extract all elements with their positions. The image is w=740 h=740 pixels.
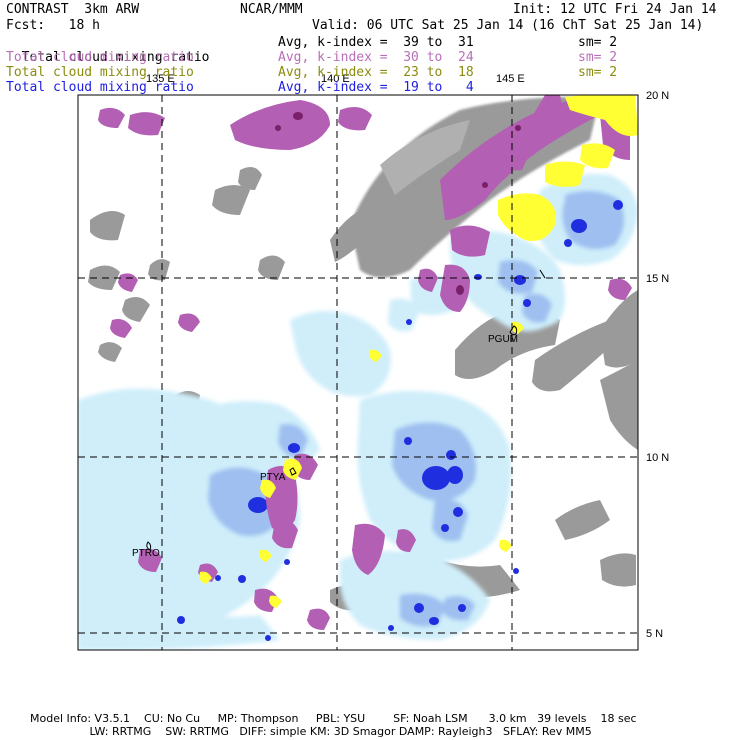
station-ptya: PTYA: [260, 472, 286, 483]
legend-range-2: Avg, k-index = 30 to 24: [278, 50, 474, 65]
legend-label-1: Total cloud mixing ratio: [21, 50, 210, 65]
legend-row-1: Total cloud mixing ratio: [6, 35, 210, 65]
lon-label-145e: 145 E: [496, 73, 525, 85]
lat-label-5n: 5 N: [646, 628, 663, 640]
dark-purple-core-layer: [275, 112, 521, 295]
station-ptro: PTRO: [132, 548, 160, 559]
legend-range-4: Avg, k-index = 19 to 4: [278, 80, 474, 95]
valid-time: Valid: 06 UTC Sat 25 Jan 14 (16 ChT Sat …: [312, 18, 704, 33]
lat-label-15n: 15 N: [646, 273, 669, 285]
legend-sm-3: sm= 2: [578, 65, 618, 80]
forecast-hour: Fcst: 18 h: [6, 18, 100, 33]
legend-sm-2: sm= 2: [578, 50, 618, 65]
model-info-line-2: LW: RRTMG SW: RRTMG DIFF: simple KM: 3D …: [30, 725, 592, 738]
purple-cloud-layer: [98, 95, 632, 630]
legend-label-2: Total cloud mixing ratio: [6, 50, 194, 65]
lat-label-10n: 10 N: [646, 452, 669, 464]
graticule: [78, 94, 638, 650]
coastline-layer: [146, 269, 546, 551]
center-name: NCAR/MMM: [240, 2, 303, 17]
legend-range-3: Avg, k-index = 23 to 18: [278, 65, 474, 80]
init-time: Init: 12 UTC Fri 24 Jan 14: [513, 2, 717, 17]
legend-label-4: Total cloud mixing ratio: [6, 80, 194, 95]
legend-sm-1: sm= 2: [578, 35, 618, 50]
lon-label-135e: 135 E: [146, 73, 175, 85]
model-title: CONTRAST 3km ARW: [6, 2, 140, 17]
legend-label-3: Total cloud mixing ratio: [6, 65, 194, 80]
station-pgum: PGUM: [488, 334, 518, 345]
legend-range-1: Avg, k-index = 39 to 31: [278, 35, 474, 50]
lon-label-140e: 140 E: [321, 73, 350, 85]
lat-label-20n: 20 N: [646, 90, 669, 102]
model-info-line-1: Model Info: V3.5.1 CU: No Cu MP: Thompso…: [30, 712, 637, 725]
